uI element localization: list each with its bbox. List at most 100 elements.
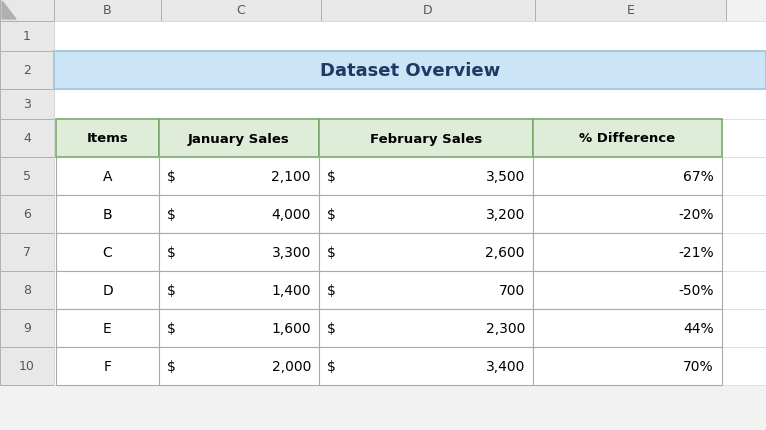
FancyBboxPatch shape — [56, 196, 159, 233]
FancyBboxPatch shape — [0, 271, 54, 309]
FancyBboxPatch shape — [161, 0, 321, 22]
Text: F: F — [103, 359, 112, 373]
FancyBboxPatch shape — [321, 0, 535, 22]
Text: 10: 10 — [19, 359, 35, 373]
Text: 2: 2 — [23, 64, 31, 77]
Text: 1,600: 1,600 — [271, 321, 311, 335]
Text: 3,200: 3,200 — [486, 208, 525, 221]
Text: Dataset Overview: Dataset Overview — [320, 62, 500, 80]
Text: 9: 9 — [23, 322, 31, 335]
Text: 3: 3 — [23, 98, 31, 111]
Text: 3,500: 3,500 — [486, 169, 525, 184]
FancyBboxPatch shape — [319, 347, 533, 385]
Text: % Difference: % Difference — [579, 132, 676, 145]
FancyBboxPatch shape — [319, 120, 533, 158]
Text: $: $ — [327, 359, 336, 373]
FancyBboxPatch shape — [0, 347, 54, 385]
FancyBboxPatch shape — [56, 120, 159, 158]
Text: C: C — [103, 246, 113, 259]
FancyBboxPatch shape — [319, 271, 533, 309]
Text: 70%: 70% — [683, 359, 714, 373]
FancyBboxPatch shape — [159, 233, 319, 271]
FancyBboxPatch shape — [56, 347, 159, 385]
Text: $: $ — [327, 208, 336, 221]
FancyBboxPatch shape — [0, 196, 54, 233]
FancyBboxPatch shape — [54, 52, 766, 90]
Text: 2,600: 2,600 — [486, 246, 525, 259]
Text: 700: 700 — [499, 283, 525, 297]
Text: $: $ — [327, 321, 336, 335]
Text: 4: 4 — [23, 132, 31, 145]
FancyBboxPatch shape — [54, 90, 766, 120]
Text: $: $ — [167, 246, 176, 259]
Text: -20%: -20% — [679, 208, 714, 221]
FancyBboxPatch shape — [159, 158, 319, 196]
FancyBboxPatch shape — [54, 158, 766, 196]
Text: -21%: -21% — [679, 246, 714, 259]
Text: 4,000: 4,000 — [272, 208, 311, 221]
Text: $: $ — [167, 169, 176, 184]
FancyBboxPatch shape — [0, 0, 54, 22]
FancyBboxPatch shape — [159, 120, 319, 158]
Text: $: $ — [167, 208, 176, 221]
FancyBboxPatch shape — [56, 271, 159, 309]
Text: D: D — [423, 4, 433, 18]
FancyBboxPatch shape — [533, 309, 722, 347]
FancyBboxPatch shape — [0, 120, 54, 158]
Text: 1: 1 — [23, 31, 31, 43]
Text: C: C — [237, 4, 245, 18]
FancyBboxPatch shape — [159, 347, 319, 385]
Text: Items: Items — [87, 132, 129, 145]
FancyBboxPatch shape — [533, 120, 722, 158]
Text: 1,400: 1,400 — [271, 283, 311, 297]
Polygon shape — [2, 2, 16, 20]
Text: 7: 7 — [23, 246, 31, 259]
FancyBboxPatch shape — [159, 196, 319, 233]
Text: 6: 6 — [23, 208, 31, 221]
Text: $: $ — [167, 283, 176, 297]
Text: 2,000: 2,000 — [272, 359, 311, 373]
Text: February Sales: February Sales — [370, 132, 482, 145]
FancyBboxPatch shape — [54, 52, 766, 90]
Text: 2,100: 2,100 — [271, 169, 311, 184]
FancyBboxPatch shape — [54, 347, 766, 385]
FancyBboxPatch shape — [56, 158, 159, 196]
Text: 3,400: 3,400 — [486, 359, 525, 373]
Text: 2,300: 2,300 — [486, 321, 525, 335]
FancyBboxPatch shape — [0, 158, 54, 196]
Text: 5: 5 — [23, 170, 31, 183]
FancyBboxPatch shape — [319, 233, 533, 271]
FancyBboxPatch shape — [319, 158, 533, 196]
FancyBboxPatch shape — [533, 158, 722, 196]
Text: B: B — [103, 208, 113, 221]
Text: $: $ — [327, 246, 336, 259]
FancyBboxPatch shape — [533, 271, 722, 309]
Text: 44%: 44% — [683, 321, 714, 335]
FancyBboxPatch shape — [533, 347, 722, 385]
FancyBboxPatch shape — [54, 271, 766, 309]
FancyBboxPatch shape — [533, 233, 722, 271]
Text: January Sales: January Sales — [188, 132, 290, 145]
Text: $: $ — [167, 359, 176, 373]
FancyBboxPatch shape — [159, 271, 319, 309]
Text: $: $ — [327, 169, 336, 184]
FancyBboxPatch shape — [56, 233, 159, 271]
FancyBboxPatch shape — [159, 309, 319, 347]
FancyBboxPatch shape — [533, 196, 722, 233]
Text: 8: 8 — [23, 284, 31, 297]
FancyBboxPatch shape — [54, 0, 161, 22]
FancyBboxPatch shape — [319, 196, 533, 233]
Text: $: $ — [327, 283, 336, 297]
FancyBboxPatch shape — [54, 309, 766, 347]
FancyBboxPatch shape — [54, 196, 766, 233]
FancyBboxPatch shape — [54, 22, 766, 52]
Text: -50%: -50% — [679, 283, 714, 297]
FancyBboxPatch shape — [54, 120, 766, 158]
FancyBboxPatch shape — [535, 0, 726, 22]
Text: D: D — [102, 283, 113, 297]
Text: E: E — [103, 321, 112, 335]
Text: A: A — [103, 169, 113, 184]
FancyBboxPatch shape — [54, 233, 766, 271]
Text: E: E — [627, 4, 634, 18]
Text: B: B — [103, 4, 112, 18]
